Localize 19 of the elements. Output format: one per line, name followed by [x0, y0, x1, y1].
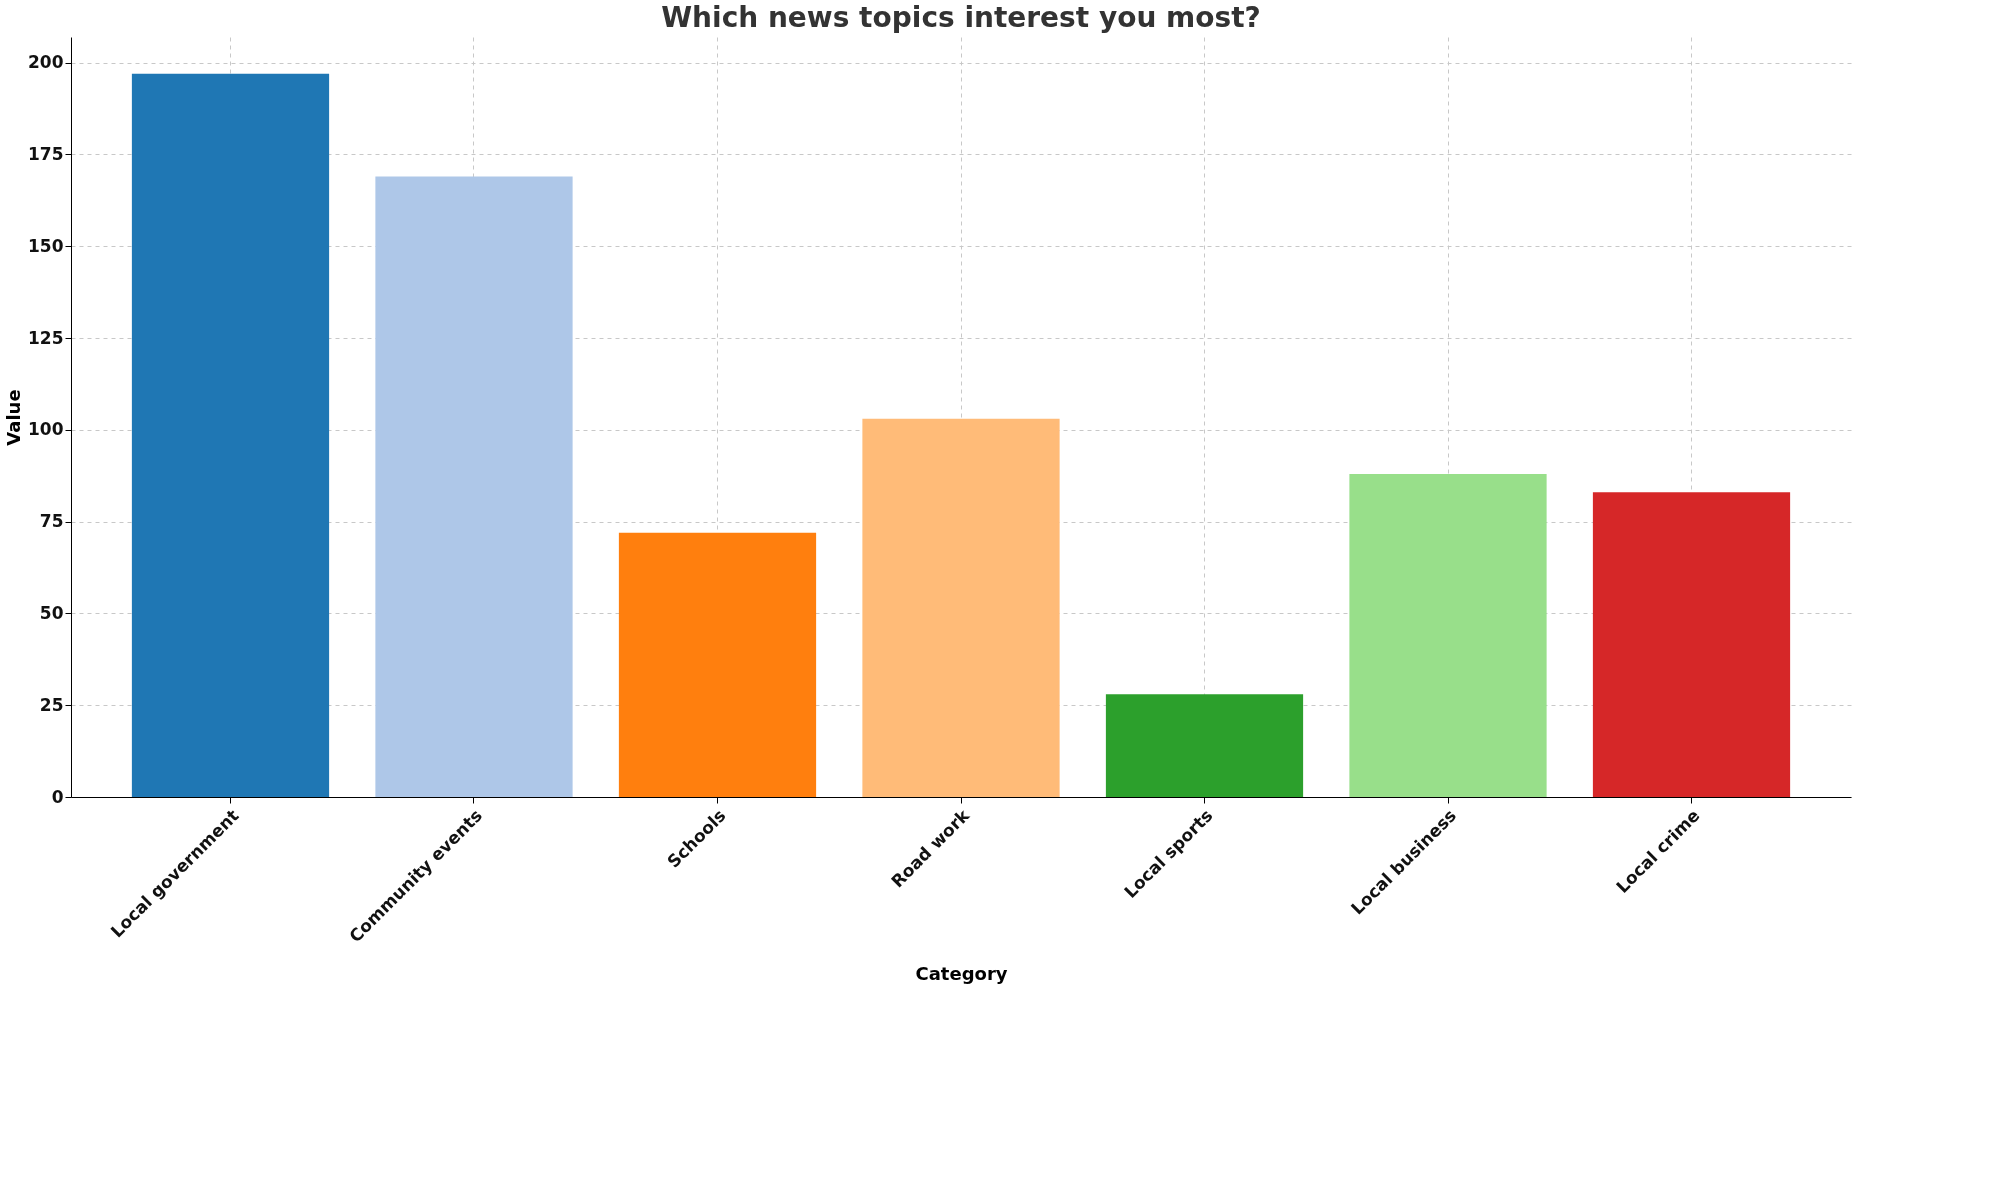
y-tick-label: 175	[28, 143, 64, 164]
bar	[1592, 492, 1791, 797]
y-tick-label: 125	[28, 327, 64, 348]
y-tick-label: 25	[39, 694, 64, 715]
y-tick-label: 0	[51, 786, 64, 807]
bar	[1349, 473, 1547, 797]
bar	[375, 176, 573, 797]
y-tick-label: 200	[28, 52, 64, 73]
y-tick-label: 150	[28, 235, 64, 256]
y-tick-label: 75	[39, 511, 64, 532]
bar	[1105, 694, 1304, 797]
x-axis-title: Category	[915, 962, 1008, 984]
y-tick-label: 50	[39, 602, 64, 623]
chart-title: Which news topics interest you most?	[661, 1, 1261, 34]
bar	[131, 73, 330, 797]
y-axis-title: Value	[3, 389, 25, 446]
bar	[618, 532, 817, 797]
y-tick-label: 100	[28, 419, 64, 440]
bar	[862, 418, 1060, 797]
